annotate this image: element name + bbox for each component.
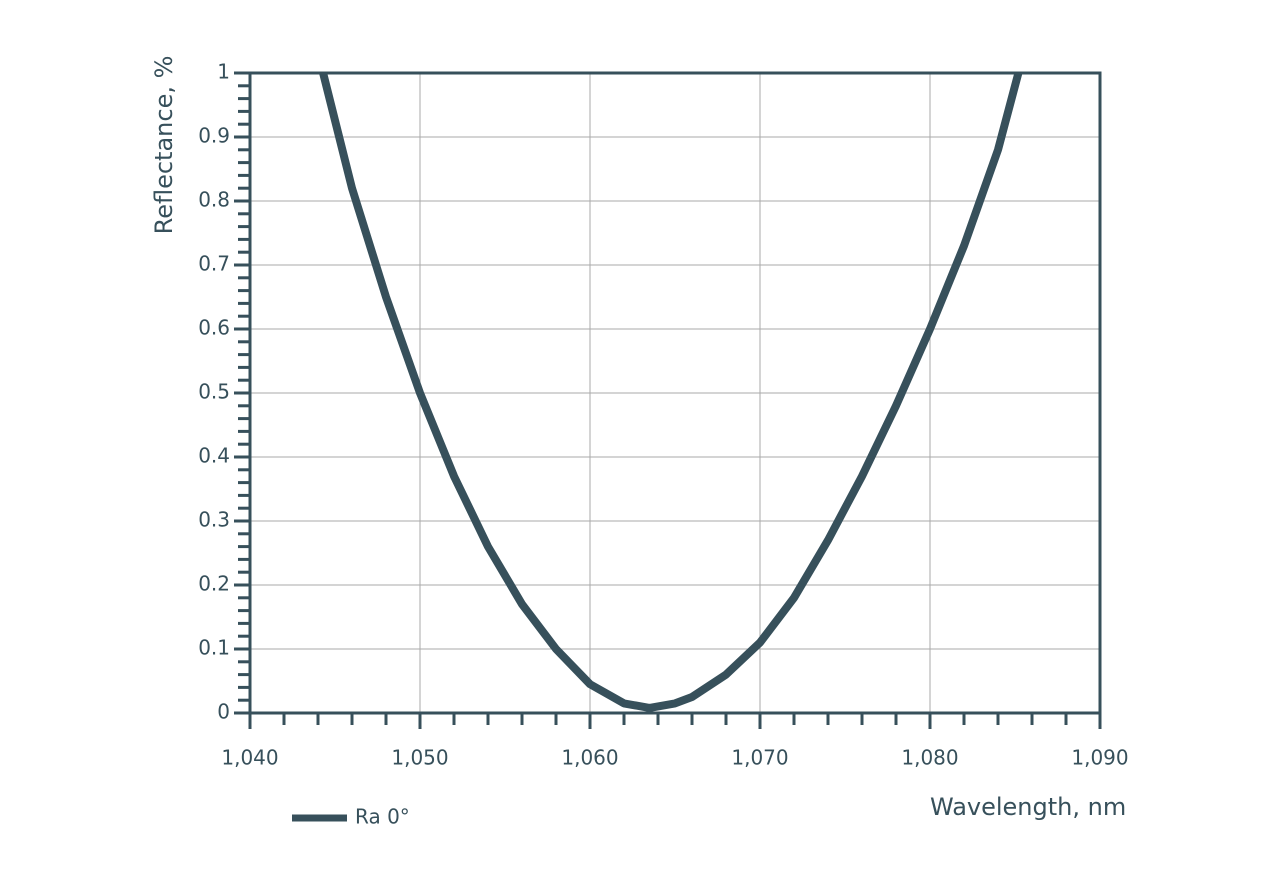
- y-tick-label: 0.4: [198, 444, 230, 468]
- y-tick-label: 0: [217, 700, 230, 724]
- legend-label: Ra 0°: [355, 805, 410, 829]
- y-tick-label: 0.3: [198, 508, 230, 532]
- data-line: [319, 71, 1023, 712]
- x-tick-label: 1,050: [391, 746, 448, 770]
- y-axis-label: Reflectance, %: [150, 56, 178, 235]
- x-tick-label: 1,080: [901, 746, 958, 770]
- y-tick-label: 0.1: [198, 636, 230, 660]
- y-tick-label: 0.7: [198, 252, 230, 276]
- x-tick-label: 1,070: [731, 746, 788, 770]
- y-tick-label: 0.8: [198, 188, 230, 212]
- x-tick-label: 1,060: [561, 746, 618, 770]
- y-tick-label: 0.9: [198, 124, 230, 148]
- x-axis-label: Wavelength, nm: [930, 793, 1126, 821]
- y-tick-label: 0.5: [198, 380, 230, 404]
- y-tick-label: 0.2: [198, 572, 230, 596]
- y-tick-label: 1: [217, 60, 230, 84]
- y-tick-label: 0.6: [198, 316, 230, 340]
- x-tick-label: 1,040: [221, 746, 278, 770]
- x-tick-label: 1,090: [1071, 746, 1128, 770]
